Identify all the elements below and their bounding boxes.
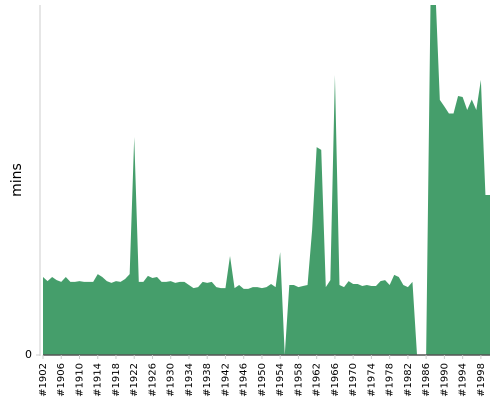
x-tick-label: #1998	[476, 363, 487, 397]
x-tick-label: #1910	[74, 363, 85, 397]
x-tick-label: #1918	[111, 363, 122, 397]
y-axis-label: mins	[9, 163, 25, 197]
x-tick-label: #1966	[330, 363, 341, 397]
x-tick-label: #1934	[184, 363, 195, 397]
x-tick-label: #1942	[220, 363, 231, 397]
y-tick-label: 0	[25, 348, 32, 361]
x-tick-label: #1902	[38, 363, 49, 397]
x-tick-label: #1906	[56, 363, 67, 397]
x-tick-label: #1994	[458, 363, 469, 397]
x-tick-label: #1982	[403, 363, 414, 397]
x-tick-label: #1950	[257, 363, 268, 397]
area	[43, 5, 490, 355]
x-tick-label: #1978	[385, 363, 396, 397]
x-tick-label: #1990	[439, 363, 450, 397]
x-tick-label: #1974	[366, 363, 377, 397]
x-tick-label: #1930	[166, 363, 177, 397]
x-tick-label: #1938	[202, 363, 213, 397]
x-tick-label: #1914	[93, 363, 104, 397]
x-tick-label: #1970	[348, 363, 359, 397]
x-tick-label: #1922	[129, 363, 140, 397]
x-tick-label: #1954	[275, 363, 286, 397]
x-tick-label: #1986	[421, 363, 432, 397]
x-tick-label: #1946	[239, 363, 250, 397]
x-tick-label: #1926	[147, 363, 158, 397]
x-tick-label: #1958	[293, 363, 304, 397]
x-tick-label: #1962	[312, 363, 323, 397]
